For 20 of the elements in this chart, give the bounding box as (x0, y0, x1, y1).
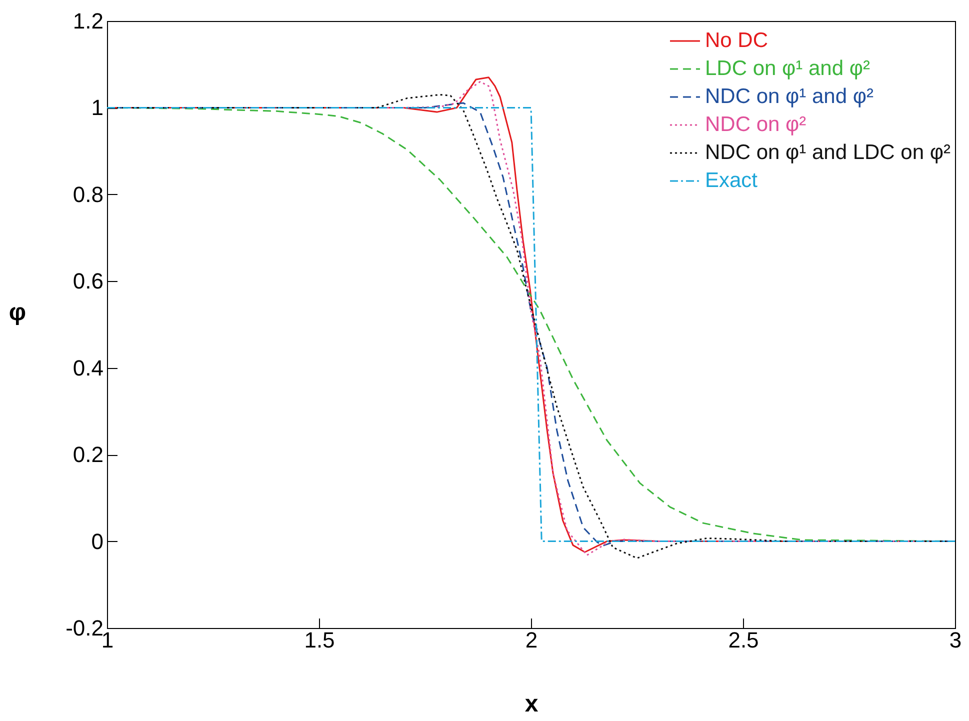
y-tick-label: 1 (91, 95, 104, 120)
legend-label: LDC on φ¹ and φ² (705, 57, 870, 80)
legend-label: NDC on φ¹ and LDC on φ² (705, 141, 950, 164)
x-tick-label: 2.5 (728, 628, 759, 652)
y-tick-label: 0.4 (72, 355, 104, 380)
legend-label: NDC on φ¹ and φ² (705, 85, 874, 108)
y-axis-title: φ (8, 299, 26, 326)
legend-label: Exact (705, 169, 758, 192)
y-tick-label: 1.2 (72, 8, 104, 34)
y-tick-label: 0.8 (72, 182, 104, 207)
y-tick-label: 0.2 (72, 442, 104, 468)
legend-label: No DC (705, 29, 768, 52)
y-tick-label: 0 (91, 528, 104, 554)
x-axis-title: x (524, 690, 539, 718)
x-tick-label: 3 (949, 628, 962, 652)
y-tick-label: -0.2 (66, 616, 104, 640)
x-tick-label: 1.5 (304, 628, 335, 652)
x-tick-label: 2 (525, 628, 538, 652)
y-tick-label: 0.6 (72, 268, 104, 294)
legend-label: NDC on φ² (705, 113, 806, 136)
